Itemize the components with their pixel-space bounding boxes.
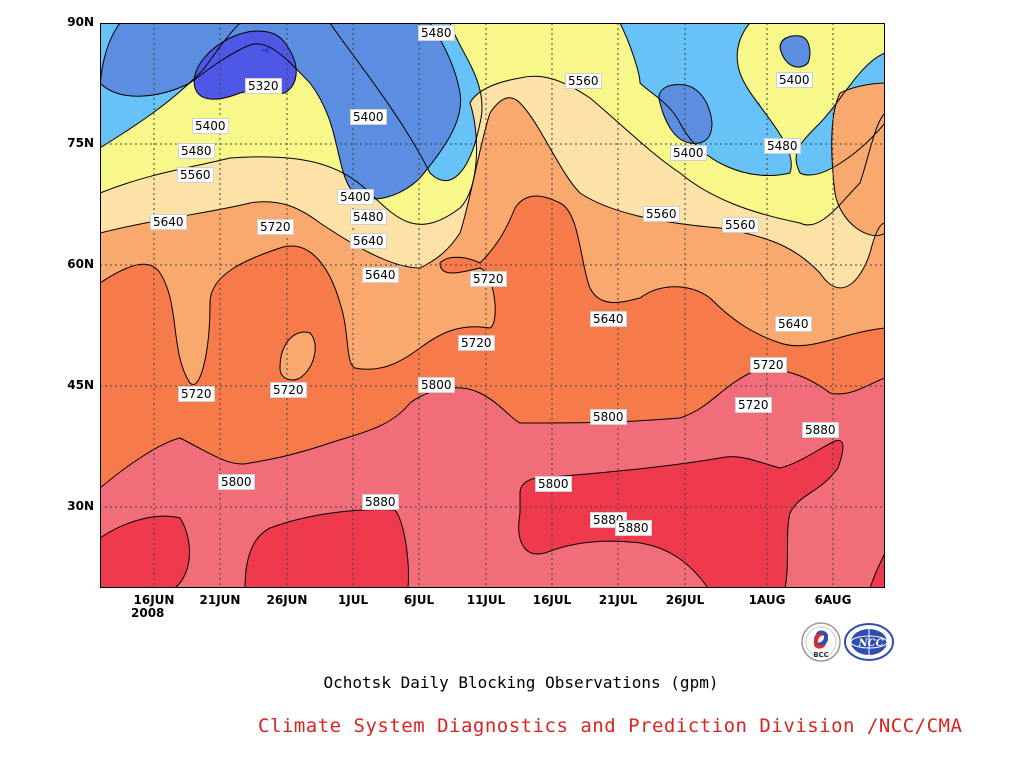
fill-5960-b bbox=[245, 509, 409, 588]
svg-text:NCC: NCC bbox=[857, 638, 883, 649]
x-tick-label: 6JUL bbox=[403, 593, 435, 607]
contour-label: 5640 bbox=[775, 316, 812, 332]
x-tick-label: 1JUL bbox=[337, 593, 369, 607]
credit-line: Climate System Diagnostics and Predictio… bbox=[258, 715, 963, 737]
y-tick-label: 75N bbox=[67, 136, 94, 150]
contour-label: 5880 bbox=[362, 494, 399, 510]
fill-5240 bbox=[260, 48, 270, 53]
contour-label: 5720 bbox=[735, 397, 772, 413]
contour-label: 5720 bbox=[470, 271, 507, 287]
x-tick-label: 1AUG bbox=[748, 593, 786, 607]
fill-5400-c bbox=[780, 35, 810, 68]
fill-5400-a bbox=[100, 23, 461, 199]
svg-text:BCC: BCC bbox=[813, 651, 829, 659]
bcc-logo: BCC bbox=[801, 622, 841, 662]
y-tick-label: 90N bbox=[67, 15, 94, 29]
x-tick-label: 6AUG bbox=[814, 593, 852, 607]
fill-5720-hole bbox=[280, 332, 316, 380]
contour-label: 5720 bbox=[178, 386, 215, 402]
x-tick-label: 21JUL bbox=[598, 593, 638, 607]
contour-label: 5720 bbox=[750, 357, 787, 373]
contour-label: 5400 bbox=[350, 109, 387, 125]
x-tick-label: 11JUL bbox=[466, 593, 506, 607]
x-tick-label: 26JUN bbox=[266, 593, 308, 607]
contour-label: 5400 bbox=[670, 145, 707, 161]
contour-label: 5720 bbox=[257, 219, 294, 235]
contour-map bbox=[100, 23, 885, 588]
chart-subtitle: Ochotsk Daily Blocking Observations (gpm… bbox=[323, 673, 719, 692]
fill-5480-spot bbox=[747, 101, 761, 128]
contour-label: 5320 bbox=[245, 78, 282, 94]
y-tick-label: 60N bbox=[67, 257, 94, 271]
x-tick-label: 16JUN bbox=[133, 593, 175, 607]
contour-plot bbox=[100, 23, 885, 588]
fill-5400-b bbox=[659, 84, 712, 144]
contour-label: 5480 bbox=[418, 25, 455, 41]
contour-label: 5640 bbox=[362, 267, 399, 283]
contour-label: 5480 bbox=[350, 209, 387, 225]
contour-label: 5560 bbox=[722, 217, 759, 233]
contour-label: 5560 bbox=[565, 73, 602, 89]
plot-frame bbox=[100, 23, 885, 588]
contour-label: 5800 bbox=[535, 476, 572, 492]
x-tick-label: 16JUL bbox=[532, 593, 572, 607]
fill-5960-a bbox=[100, 516, 190, 588]
x-axis-year: 2008 bbox=[131, 606, 165, 620]
contour-label: 5880 bbox=[802, 422, 839, 438]
fill-5480-hole-a bbox=[100, 23, 120, 68]
ncc-logo: NCC bbox=[844, 623, 894, 661]
contour-label: 5640 bbox=[150, 214, 187, 230]
fill-5960-c bbox=[518, 440, 843, 588]
contour-label: 5400 bbox=[776, 72, 813, 88]
contour-label: 5560 bbox=[177, 167, 214, 183]
contour-label: 5640 bbox=[350, 233, 387, 249]
contour-label: 5560 bbox=[643, 206, 680, 222]
x-tick-label: 26JUL bbox=[665, 593, 705, 607]
y-tick-label: 45N bbox=[67, 378, 94, 392]
fill-5720-island bbox=[831, 83, 885, 236]
contour-label: 5480 bbox=[764, 138, 801, 154]
contour-label: 5480 bbox=[178, 143, 215, 159]
contour-lines bbox=[100, 23, 885, 588]
contour-label: 5400 bbox=[192, 118, 229, 134]
contour-label: 5720 bbox=[458, 335, 495, 351]
contour-label: 5720 bbox=[270, 382, 307, 398]
contour-label: 5640 bbox=[590, 311, 627, 327]
x-tick-label: 21JUN bbox=[199, 593, 241, 607]
contour-label: 5800 bbox=[218, 474, 255, 490]
contour-label: 5800 bbox=[418, 377, 455, 393]
gridlines bbox=[100, 23, 885, 588]
contour-label: 5880 bbox=[615, 520, 652, 536]
y-tick-label: 30N bbox=[67, 499, 94, 513]
contour-label: 5400 bbox=[337, 189, 374, 205]
contour-label: 5800 bbox=[590, 409, 627, 425]
